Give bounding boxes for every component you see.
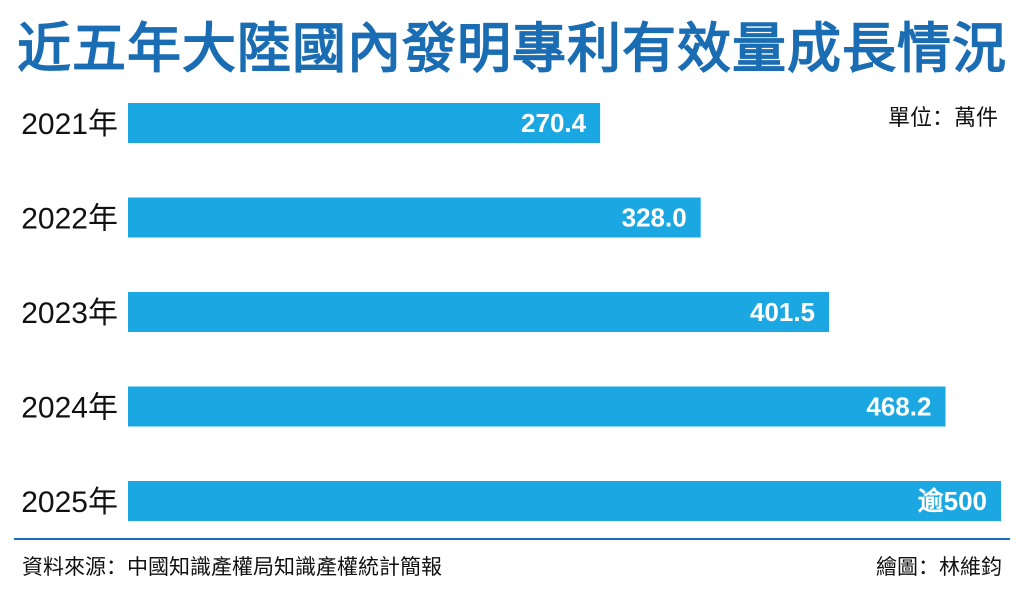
category-label: 2024年 (21, 392, 118, 425)
bar (128, 481, 1001, 521)
source-note: 資料來源：中國知識產權局知識產權統計簡報 (22, 555, 442, 579)
data-label: 468.2 (866, 392, 931, 422)
data-label: 270.4 (521, 108, 587, 138)
category-label: 2025年 (21, 486, 118, 519)
data-label: 328.0 (622, 203, 687, 233)
data-label: 401.5 (750, 297, 815, 327)
footer-divider (14, 538, 1010, 540)
unit-label: 單位：萬件 (887, 106, 998, 131)
graphic-credit: 繪圖：林維鈞 (876, 555, 1002, 579)
category-label: 2022年 (21, 203, 118, 236)
category-label: 2021年 (21, 108, 118, 141)
bar (128, 103, 601, 143)
data-label: 逾500 (918, 486, 987, 516)
category-label: 2023年 (21, 297, 118, 330)
bar (128, 197, 701, 238)
chart-title: 近五年大陸國內發明專利有效量成長情況 (17, 17, 1007, 80)
bar (128, 386, 946, 427)
bar (128, 292, 830, 332)
